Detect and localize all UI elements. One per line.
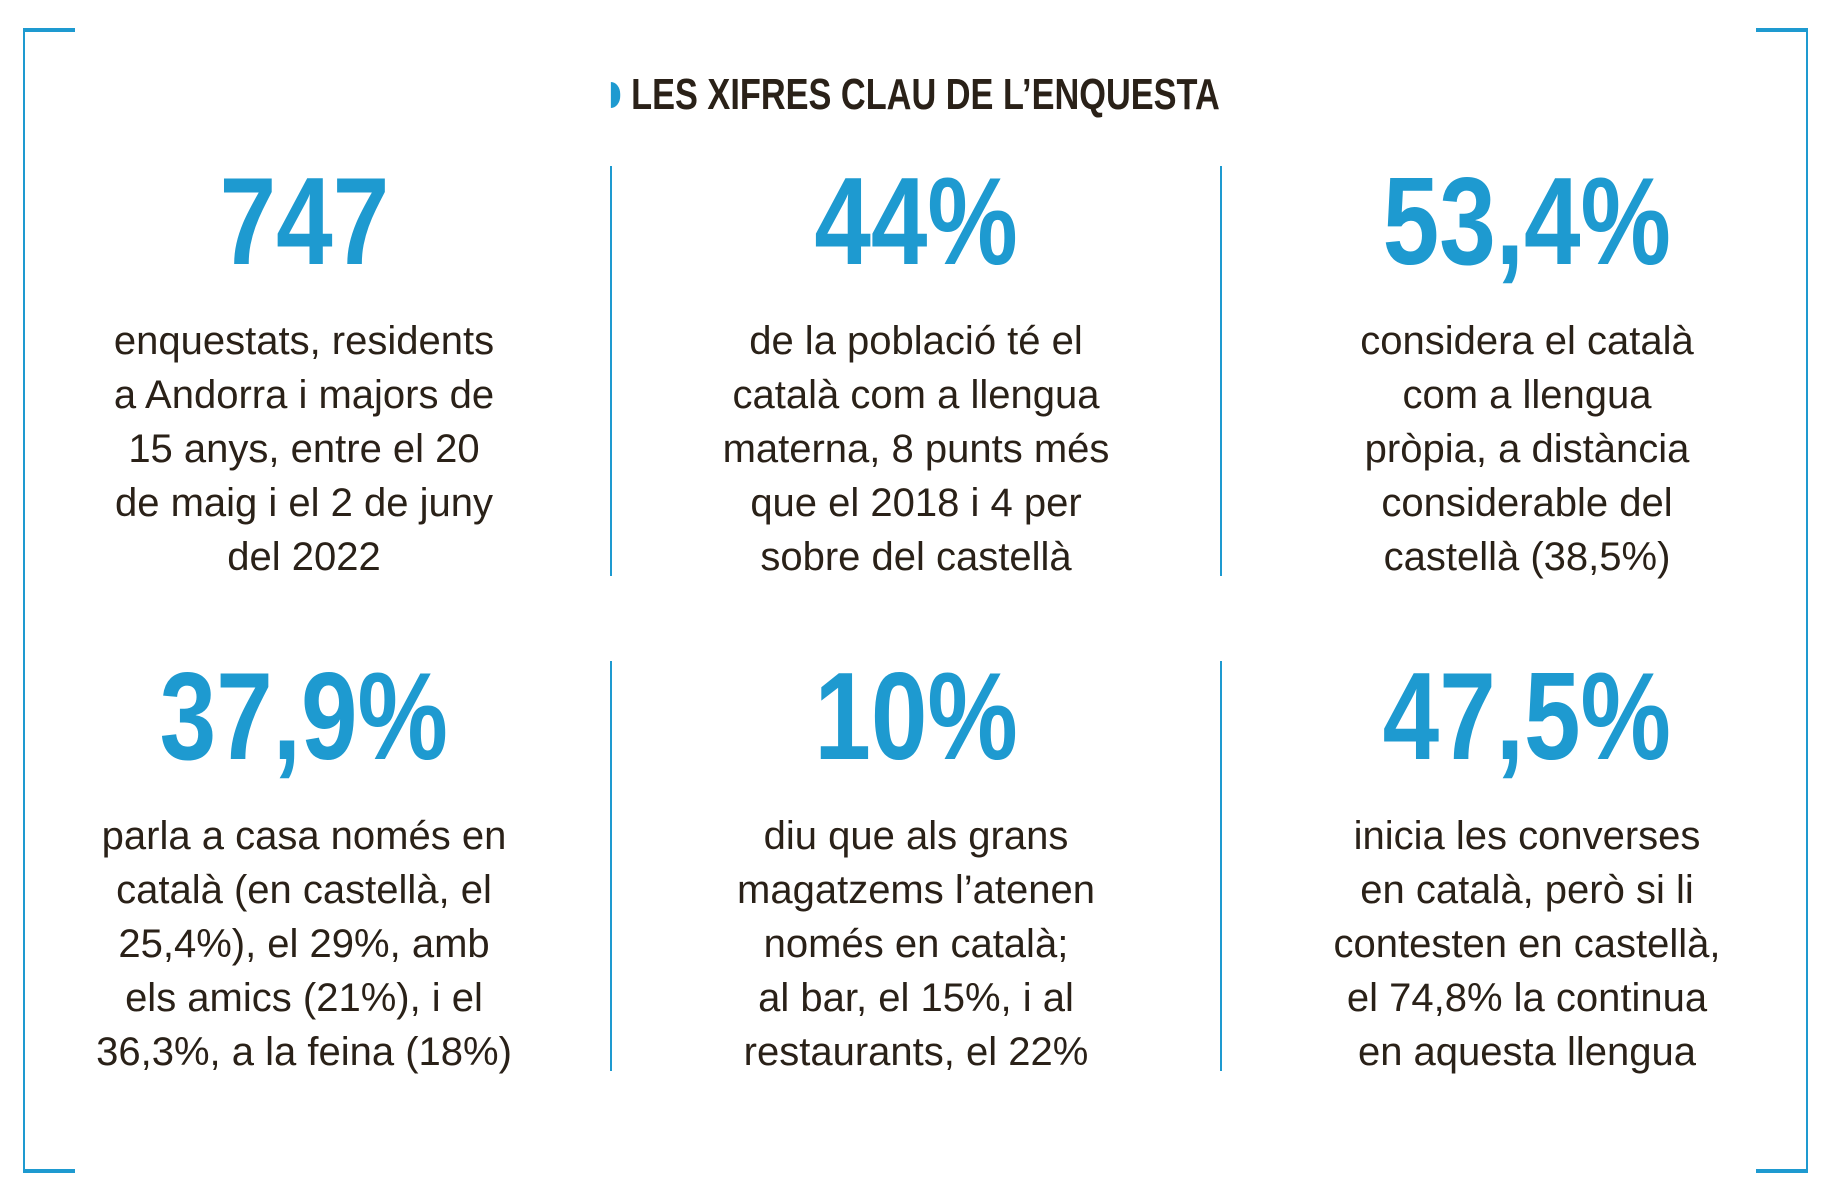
stat-value: 44% xyxy=(814,153,1018,291)
column-divider xyxy=(1220,661,1222,1071)
stat-description-line: en aquesta llengua xyxy=(1357,1030,1697,1074)
frame-bracket-left xyxy=(23,28,75,1173)
stat-description-line: contesten en castellà, xyxy=(1333,922,1721,966)
heading: LES XIFRES CLAU DE L’ENQUESTA xyxy=(0,70,1831,120)
stat-description-line: enquestats, residents xyxy=(113,319,495,363)
stat-description-line: inicia les converses xyxy=(1353,814,1701,858)
stat-value: 10% xyxy=(814,648,1018,786)
stat-block: 44% de la població té el català com a llen… xyxy=(636,160,1196,584)
stat-description: considera el català com a llengua pròpia, … xyxy=(1247,314,1807,584)
column-divider xyxy=(610,166,612,576)
stat-description-line: com a llengua xyxy=(1402,373,1652,417)
stat-description-line: el 74,8% la continua xyxy=(1346,976,1708,1020)
stat-description-line: de la població té el xyxy=(749,319,1083,363)
stat-description: de la població té el català com a llengua… xyxy=(636,314,1196,584)
stat-description-line: català com a llengua xyxy=(732,373,1100,417)
stat-description: inicia les converses en català, però si l… xyxy=(1247,809,1807,1079)
column-divider xyxy=(610,661,612,1071)
stat-block: 53,4% considera el català com a llengua prò… xyxy=(1247,160,1807,584)
stat-description-line: 15 anys, entre el 20 xyxy=(128,427,480,471)
stat-description: enquestats, residents a Andorra i majors … xyxy=(24,314,584,584)
stat-value: 53,4% xyxy=(1382,153,1672,291)
stat-block: 10% diu que als grans magatzems l’atenen no… xyxy=(636,655,1196,1079)
stat-block: 747 enquestats, residents a Andorra i majo… xyxy=(24,160,584,584)
stat-description: diu que als grans magatzems l’atenen només… xyxy=(636,809,1196,1079)
stat-value: 47,5% xyxy=(1382,648,1672,786)
stat-description-line: diu que als grans xyxy=(763,814,1069,858)
stat-description-line: materna, 8 punts més xyxy=(722,427,1110,471)
stat-description-line: parla a casa només en xyxy=(101,814,507,858)
stat-description-line: al bar, el 15%, i al xyxy=(758,976,1074,1020)
stat-description-line: en català, però si li xyxy=(1360,868,1694,912)
stat-value: 37,9% xyxy=(159,648,449,786)
stat-description-line: sobre del castellà xyxy=(760,535,1072,579)
half-circle-bullet-icon xyxy=(611,82,621,108)
frame-bracket-right xyxy=(1756,28,1808,1173)
stat-description-line: restaurants, el 22% xyxy=(743,1030,1089,1074)
stat-description-line: de maig i el 2 de juny xyxy=(114,481,493,525)
stat-description-line: només en català; xyxy=(763,922,1069,966)
stat-description-line: 25,4%), el 29%, amb xyxy=(118,922,490,966)
stat-description-line: del 2022 xyxy=(227,535,381,579)
stat-block: 37,9% parla a casa només en català (en cas… xyxy=(24,655,584,1079)
stat-value: 747 xyxy=(219,153,389,291)
heading-text: LES XIFRES CLAU DE L’ENQUESTA xyxy=(631,70,1220,119)
stat-description-line: 36,3%, a la feina (18%) xyxy=(96,1030,512,1074)
stat-description-line: castellà (38,5%) xyxy=(1383,535,1671,579)
stat-description-line: considerable del xyxy=(1381,481,1673,525)
stat-description-line: que el 2018 i 4 per xyxy=(750,481,1082,525)
stat-description-line: a Andorra i majors de xyxy=(113,373,495,417)
column-divider xyxy=(1220,166,1222,576)
stat-description-line: magatzems l’atenen xyxy=(737,868,1095,912)
stat-description-line: considera el català xyxy=(1360,319,1694,363)
stat-description-line: els amics (21%), i el xyxy=(125,976,483,1020)
stat-description: parla a casa només en català (en castellà… xyxy=(24,809,584,1079)
stat-block: 47,5% inicia les converses en català, però… xyxy=(1247,655,1807,1079)
stat-description-line: pròpia, a distància xyxy=(1364,427,1690,471)
stat-description-line: català (en castellà, el xyxy=(116,868,492,912)
